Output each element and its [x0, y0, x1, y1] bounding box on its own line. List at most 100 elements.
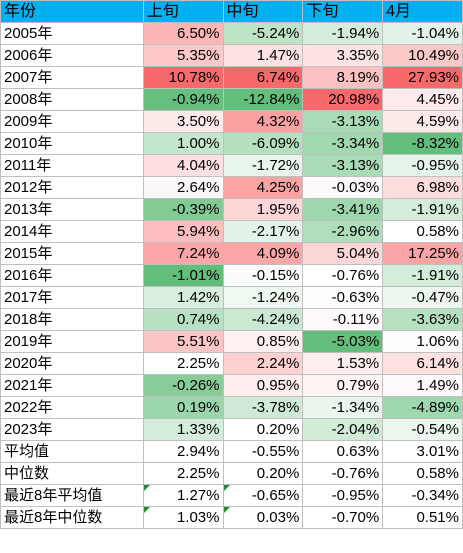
april-cell[interactable]: -1.91%: [382, 198, 463, 221]
april-cell[interactable]: -0.47%: [382, 286, 463, 309]
mid-month-cell[interactable]: 0.85%: [222, 330, 304, 353]
late-month-cell[interactable]: 20.98%: [302, 88, 384, 111]
mid-month-cell[interactable]: -4.24%: [222, 308, 304, 331]
year-cell[interactable]: 2005年: [0, 22, 144, 45]
mid-month-cell[interactable]: -0.65%: [222, 484, 304, 507]
april-cell[interactable]: 0.51%: [382, 506, 463, 529]
mid-month-cell[interactable]: 0.20%: [222, 462, 304, 485]
april-cell[interactable]: -0.95%: [382, 154, 463, 177]
early-month-cell[interactable]: 2.25%: [142, 462, 224, 485]
year-cell[interactable]: 2020年: [0, 352, 144, 375]
mid-month-cell[interactable]: 0.95%: [222, 374, 304, 397]
summary-label-cell[interactable]: 最近8年中位数: [0, 506, 144, 529]
april-cell[interactable]: 27.93%: [382, 66, 463, 89]
year-cell[interactable]: 2014年: [0, 220, 144, 243]
april-cell[interactable]: 1.49%: [382, 374, 463, 397]
mid-month-cell[interactable]: -6.09%: [222, 132, 304, 155]
late-month-cell[interactable]: -3.34%: [302, 132, 384, 155]
late-month-cell[interactable]: -0.95%: [302, 484, 384, 507]
mid-month-cell[interactable]: -5.24%: [222, 22, 304, 45]
year-cell[interactable]: 2009年: [0, 110, 144, 133]
late-month-cell[interactable]: -0.70%: [302, 506, 384, 529]
april-cell[interactable]: -3.63%: [382, 308, 463, 331]
april-cell[interactable]: -4.89%: [382, 396, 463, 419]
april-cell[interactable]: 10.49%: [382, 44, 463, 67]
mid-month-cell[interactable]: -2.17%: [222, 220, 304, 243]
early-month-cell[interactable]: -0.26%: [142, 374, 224, 397]
header-early-month[interactable]: 上旬: [142, 0, 224, 23]
april-cell[interactable]: 3.01%: [382, 440, 463, 463]
late-month-cell[interactable]: -0.11%: [302, 308, 384, 331]
april-cell[interactable]: 4.59%: [382, 110, 463, 133]
april-cell[interactable]: -8.32%: [382, 132, 463, 155]
year-cell[interactable]: 2012年: [0, 176, 144, 199]
mid-month-cell[interactable]: -0.55%: [222, 440, 304, 463]
april-cell[interactable]: 4.45%: [382, 88, 463, 111]
late-month-cell[interactable]: -1.34%: [302, 396, 384, 419]
late-month-cell[interactable]: -2.04%: [302, 418, 384, 441]
april-cell[interactable]: 0.58%: [382, 462, 463, 485]
early-month-cell[interactable]: 1.42%: [142, 286, 224, 309]
early-month-cell[interactable]: 7.24%: [142, 242, 224, 265]
early-month-cell[interactable]: 5.51%: [142, 330, 224, 353]
late-month-cell[interactable]: 1.53%: [302, 352, 384, 375]
year-cell[interactable]: 2015年: [0, 242, 144, 265]
april-cell[interactable]: 6.14%: [382, 352, 463, 375]
early-month-cell[interactable]: -0.39%: [142, 198, 224, 221]
mid-month-cell[interactable]: -0.15%: [222, 264, 304, 287]
year-cell[interactable]: 2008年: [0, 88, 144, 111]
early-month-cell[interactable]: 5.94%: [142, 220, 224, 243]
year-cell[interactable]: 2021年: [0, 374, 144, 397]
mid-month-cell[interactable]: 2.24%: [222, 352, 304, 375]
year-cell[interactable]: 2023年: [0, 418, 144, 441]
early-month-cell[interactable]: 2.94%: [142, 440, 224, 463]
mid-month-cell[interactable]: 0.03%: [222, 506, 304, 529]
early-month-cell[interactable]: -1.01%: [142, 264, 224, 287]
early-month-cell[interactable]: 5.35%: [142, 44, 224, 67]
summary-label-cell[interactable]: 平均值: [0, 440, 144, 463]
late-month-cell[interactable]: 5.04%: [302, 242, 384, 265]
summary-label-cell[interactable]: 中位数: [0, 462, 144, 485]
late-month-cell[interactable]: -1.94%: [302, 22, 384, 45]
year-cell[interactable]: 2010年: [0, 132, 144, 155]
late-month-cell[interactable]: 0.63%: [302, 440, 384, 463]
early-month-cell[interactable]: 0.74%: [142, 308, 224, 331]
mid-month-cell[interactable]: 1.47%: [222, 44, 304, 67]
mid-month-cell[interactable]: -12.84%: [222, 88, 304, 111]
header-april[interactable]: 4月: [382, 0, 463, 23]
mid-month-cell[interactable]: 4.09%: [222, 242, 304, 265]
year-cell[interactable]: 2022年: [0, 396, 144, 419]
late-month-cell[interactable]: -2.96%: [302, 220, 384, 243]
april-cell[interactable]: 1.06%: [382, 330, 463, 353]
late-month-cell[interactable]: -3.41%: [302, 198, 384, 221]
year-cell[interactable]: 2006年: [0, 44, 144, 67]
late-month-cell[interactable]: -3.13%: [302, 154, 384, 177]
mid-month-cell[interactable]: 0.20%: [222, 418, 304, 441]
early-month-cell[interactable]: 10.78%: [142, 66, 224, 89]
april-cell[interactable]: -1.91%: [382, 264, 463, 287]
late-month-cell[interactable]: -0.03%: [302, 176, 384, 199]
late-month-cell[interactable]: 3.35%: [302, 44, 384, 67]
year-cell[interactable]: 2019年: [0, 330, 144, 353]
early-month-cell[interactable]: 1.33%: [142, 418, 224, 441]
mid-month-cell[interactable]: -1.72%: [222, 154, 304, 177]
header-year[interactable]: 年份: [0, 0, 144, 23]
header-late-month[interactable]: 下旬: [302, 0, 384, 23]
year-cell[interactable]: 2013年: [0, 198, 144, 221]
mid-month-cell[interactable]: 6.74%: [222, 66, 304, 89]
year-cell[interactable]: 2017年: [0, 286, 144, 309]
year-cell[interactable]: 2018年: [0, 308, 144, 331]
april-cell[interactable]: -1.04%: [382, 22, 463, 45]
april-cell[interactable]: 17.25%: [382, 242, 463, 265]
mid-month-cell[interactable]: 4.25%: [222, 176, 304, 199]
late-month-cell[interactable]: -0.63%: [302, 286, 384, 309]
early-month-cell[interactable]: 1.00%: [142, 132, 224, 155]
early-month-cell[interactable]: 6.50%: [142, 22, 224, 45]
early-month-cell[interactable]: 2.25%: [142, 352, 224, 375]
april-cell[interactable]: -0.34%: [382, 484, 463, 507]
year-cell[interactable]: 2016年: [0, 264, 144, 287]
late-month-cell[interactable]: -0.76%: [302, 264, 384, 287]
year-cell[interactable]: 2011年: [0, 154, 144, 177]
mid-month-cell[interactable]: 4.32%: [222, 110, 304, 133]
early-month-cell[interactable]: -0.94%: [142, 88, 224, 111]
